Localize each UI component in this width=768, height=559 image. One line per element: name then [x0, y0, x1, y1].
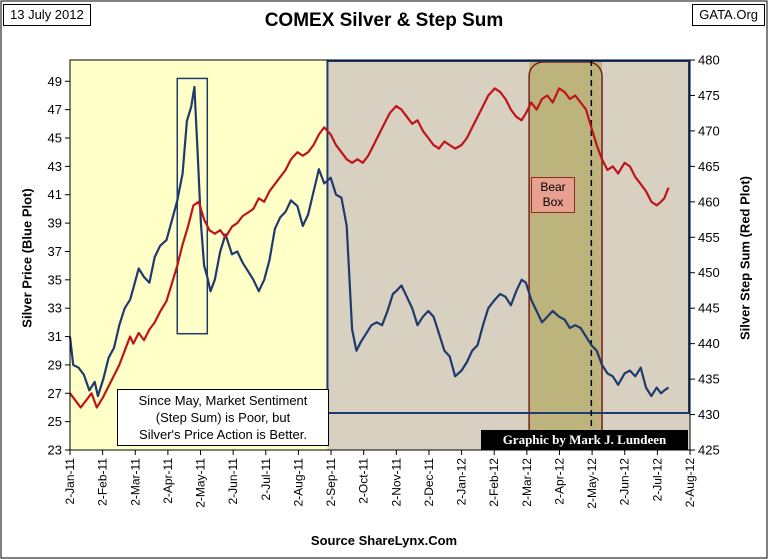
- y-right-tick-label: 440: [698, 336, 720, 351]
- x-tick-label: 2-Jul-12: [650, 458, 664, 502]
- y-right-tick-label: 465: [698, 159, 720, 174]
- y-left-tick-label: 25: [48, 414, 62, 429]
- note-line-3: Silver's Price Action is Better.: [139, 427, 307, 442]
- x-tick-label: 2-Apr-12: [552, 458, 566, 505]
- date-label: 13 July 2012: [3, 4, 91, 26]
- x-tick-label: 2-Jan-11: [63, 458, 77, 505]
- site-label: GATA.Org: [692, 4, 765, 26]
- y-left-tick-label: 37: [48, 244, 62, 259]
- y-right-tick-label: 430: [698, 407, 720, 422]
- bear-box-label: Bear Box: [531, 177, 575, 213]
- chart-title: COMEX Silver & Step Sum: [264, 10, 504, 31]
- shaded-region: [327, 60, 690, 450]
- y-left-tick-label: 45: [48, 131, 62, 146]
- sentiment-note: Since May, Market Sentiment (Step Sum) i…: [117, 389, 329, 446]
- y-right-tick-label: 425: [698, 443, 720, 458]
- x-tick-label: 2-Dec-11: [422, 458, 436, 507]
- y-right-tick-label: 480: [698, 53, 720, 68]
- y-left-tick-label: 47: [48, 102, 62, 117]
- shaded-region-frame: [326, 60, 690, 414]
- y-left-tick-label: 41: [48, 187, 62, 202]
- x-tick-label: 2-Jul-11: [259, 458, 273, 501]
- x-tick-label: 2-Mar-12: [520, 458, 534, 507]
- x-tick-label: 2-Apr-11: [161, 458, 175, 504]
- y-left-tick-label: 35: [48, 272, 62, 287]
- y-left-tick-label: 31: [48, 329, 62, 344]
- y-left-tick-label: 39: [48, 216, 62, 231]
- x-tick-label: 2-Aug-11: [291, 458, 305, 507]
- y-left-tick-label: 23: [48, 443, 62, 458]
- x-tick-label: 2-Jan-12: [455, 458, 469, 506]
- x-tick-label: 2-May-12: [585, 458, 599, 509]
- plot-frame: [69, 59, 691, 451]
- y-right-tick-label: 455: [698, 230, 720, 245]
- y-right-tick-label: 445: [698, 301, 720, 316]
- x-tick-label: 2-Mar-11: [128, 458, 142, 506]
- y-left-tick-label: 27: [48, 386, 62, 401]
- x-tick-label: 2-Sep-11: [324, 458, 338, 507]
- early-region: [70, 60, 328, 450]
- y-left-label: Silver Price (Blue Plot): [19, 188, 35, 328]
- credit-label: Graphic by Mark J. Lundeen: [481, 430, 688, 450]
- x-tick-label: 2-Nov-11: [389, 458, 403, 507]
- note-line-1: Since May, Market Sentiment: [138, 393, 308, 408]
- note-line-2: (Step Sum) is Poor, but: [155, 410, 291, 425]
- bear-box-line-1: Bear: [540, 180, 566, 194]
- x-tick-label: 2-Aug-12: [683, 458, 697, 508]
- x-tick-label: 2-Jun-11: [226, 458, 240, 505]
- y-right-tick-label: 450: [698, 265, 720, 280]
- y-left-tick-label: 49: [48, 74, 62, 89]
- silver-price-line: [68, 85, 670, 398]
- y-right-tick-label: 475: [698, 88, 720, 103]
- x-tick-label: 2-Feb-12: [487, 458, 501, 507]
- y-left-tick-label: 29: [48, 357, 62, 372]
- y-left-tick-label: 43: [48, 159, 62, 174]
- may-2011-box: [176, 77, 209, 335]
- y-right-tick-label: 470: [698, 123, 720, 138]
- step-sum-line: [69, 87, 670, 409]
- bear-box-line-2: Box: [542, 195, 564, 209]
- x-tick-label: 2-Oct-11: [357, 458, 371, 504]
- y-left-tick-label: 33: [48, 301, 62, 316]
- x-tick-label: 2-Jun-12: [618, 458, 632, 506]
- x-tick-label: 2-May-11: [194, 458, 208, 508]
- y-right-tick-label: 435: [698, 372, 720, 387]
- x-tick-label: 2-Feb-11: [96, 458, 110, 506]
- source-label: Source ShareLynx.Com: [310, 533, 458, 548]
- y-right-label: Silver Step Sum (Red Plot): [737, 176, 753, 340]
- y-right-tick-label: 460: [698, 194, 720, 209]
